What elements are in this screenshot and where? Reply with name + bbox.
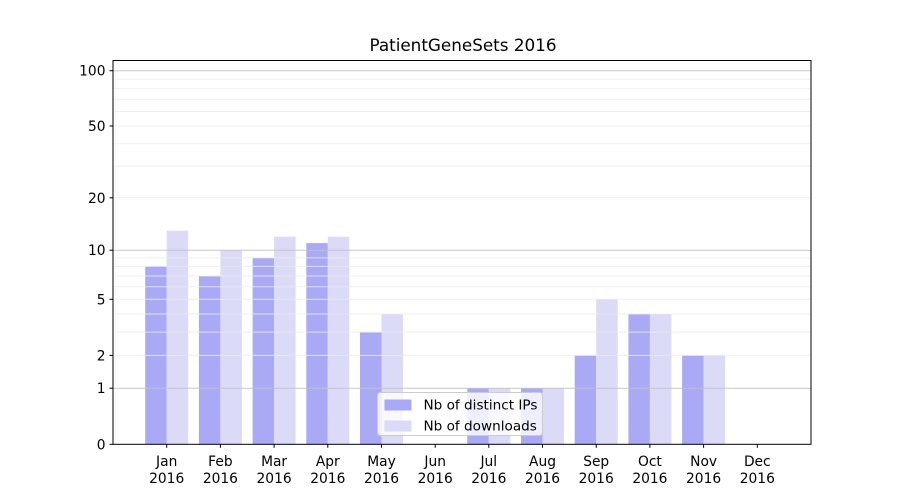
y-tick-label-5: 5 <box>97 292 106 308</box>
bar-mar-distinct-ips <box>252 257 275 445</box>
x-tick-label-jul-month: Jul <box>479 454 497 470</box>
legend-swatch-downloads <box>384 420 412 432</box>
bar-feb-distinct-ips <box>198 276 221 445</box>
x-tick-label-aug-month: Aug <box>529 454 556 470</box>
plot-border <box>112 60 812 445</box>
bar-apr-downloads <box>327 236 350 445</box>
bar-aug-downloads <box>542 388 564 445</box>
y-tick-label-50: 50 <box>88 119 106 135</box>
y-tick-label-20: 20 <box>88 191 106 207</box>
x-tick-label-oct-month: Oct <box>638 454 662 470</box>
bar-sep-distinct-ips <box>574 355 597 445</box>
x-tick-label-aug-year: 2016 <box>525 471 560 487</box>
bar-nov-distinct-ips <box>682 355 704 445</box>
bar-jan-downloads <box>166 230 189 445</box>
x-tick-label-feb-month: Feb <box>208 454 232 470</box>
x-tick-label-nov-month: Nov <box>690 454 717 470</box>
x-tick-label-jun-month: Jun <box>423 454 446 470</box>
x-tick-label-apr-month: Apr <box>316 454 340 470</box>
x-tick-label-sep-month: Sep <box>583 454 609 470</box>
y-tick-label-10: 10 <box>88 243 106 259</box>
x-tick-label-mar-month: Mar <box>261 454 287 470</box>
x-tick-label-jun-year: 2016 <box>418 471 453 487</box>
x-tick-label-nov-year: 2016 <box>686 471 721 487</box>
x-tick-label-dec-month: Dec <box>744 454 771 470</box>
x-tick-label-oct-year: 2016 <box>632 471 667 487</box>
bar-apr-distinct-ips <box>306 243 328 445</box>
x-tick-label-sep-year: 2016 <box>579 471 614 487</box>
x-tick-label-feb-year: 2016 <box>203 471 238 487</box>
plot-area: 1005020105210Jan2016Feb2016Mar2016Apr201… <box>79 60 812 487</box>
bar-sep-downloads <box>596 299 618 445</box>
bar-oct-distinct-ips <box>628 314 650 445</box>
bar-oct-downloads <box>649 314 672 445</box>
legend-label-distinct-ips: Nb of distinct IPs <box>424 398 538 414</box>
x-tick-label-dec-year: 2016 <box>740 471 775 487</box>
bar-mar-downloads <box>274 236 296 445</box>
x-axis: Jan2016Feb2016Mar2016Apr2016May2016Jun20… <box>149 444 775 487</box>
legend: Nb of distinct IPs Nb of downloads <box>377 392 543 436</box>
bar-nov-downloads <box>703 355 726 445</box>
y-tick-label-0: 0 <box>97 437 106 453</box>
legend-label-downloads: Nb of downloads <box>424 419 537 435</box>
y-tick-label-100: 100 <box>79 64 105 80</box>
chart-title: PatientGeneSets 2016 <box>369 35 556 55</box>
x-tick-label-jan-month: Jan <box>155 454 177 470</box>
x-tick-label-apr-year: 2016 <box>310 471 345 487</box>
x-tick-label-mar-year: 2016 <box>257 471 292 487</box>
legend-swatch-distinct-ips <box>384 399 412 411</box>
gridlines <box>113 70 811 389</box>
y-tick-label-2: 2 <box>97 348 106 364</box>
y-tick-label-1: 1 <box>97 381 106 397</box>
x-tick-label-jul-year: 2016 <box>471 471 506 487</box>
legend-box <box>377 392 543 436</box>
bar-feb-downloads <box>220 250 242 445</box>
x-tick-label-may-year: 2016 <box>364 471 399 487</box>
x-tick-label-jan-year: 2016 <box>149 471 184 487</box>
x-tick-label-may-month: May <box>367 454 396 470</box>
